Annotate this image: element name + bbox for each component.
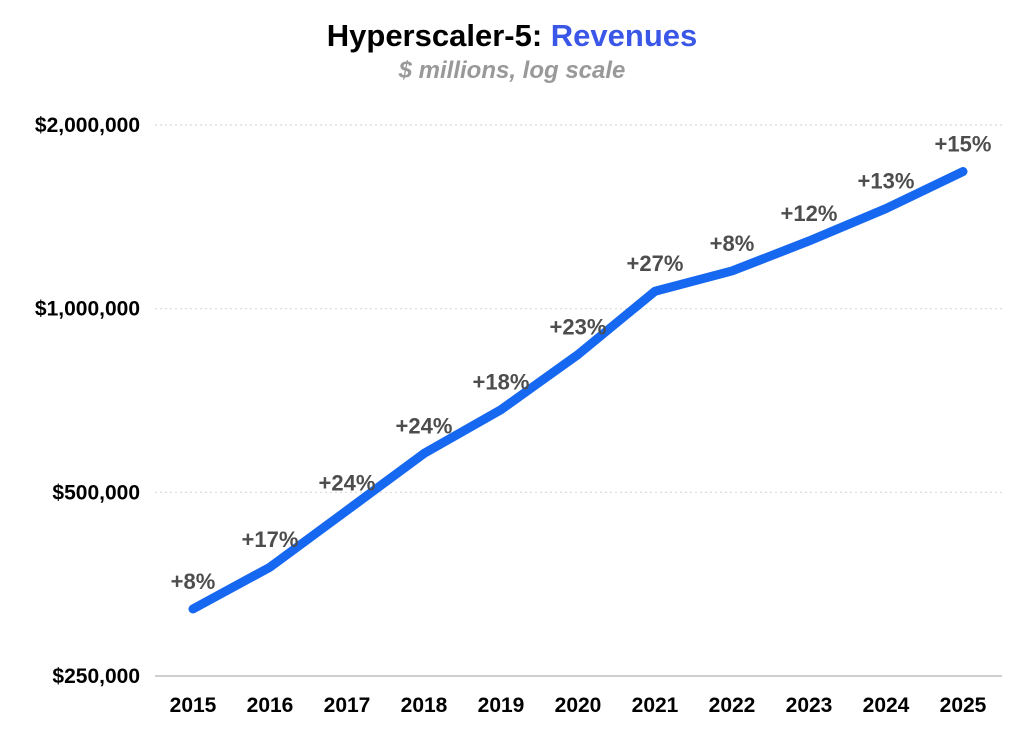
revenue-line [188, 167, 968, 614]
growth-label: +23% [550, 315, 607, 340]
y-tick-label: $1,000,000 [35, 298, 140, 321]
y-tick-label: $500,000 [52, 481, 140, 504]
growth-label: +12% [781, 201, 838, 226]
growth-label: +13% [858, 169, 915, 194]
x-tick-label: 2018 [401, 694, 448, 717]
y-tick-label: $250,000 [52, 665, 140, 688]
x-tick-label: 2022 [709, 694, 756, 717]
page-title: Hyperscaler-5: Revenues [0, 18, 1024, 54]
growth-label: +17% [242, 527, 299, 552]
x-tick-label: 2019 [478, 694, 525, 717]
growth-label: +24% [319, 470, 376, 495]
growth-label: +18% [473, 370, 530, 395]
growth-label: +15% [935, 132, 992, 157]
x-tick-label: 2015 [170, 694, 217, 717]
growth-label: +27% [627, 251, 684, 276]
x-tick-label: 2020 [555, 694, 602, 717]
x-tick-label: 2025 [940, 694, 987, 717]
growth-label: +8% [171, 569, 216, 594]
page-title-accent: Revenues [550, 18, 698, 53]
x-tick-label: 2017 [324, 694, 371, 717]
x-tick-label: 2023 [786, 694, 833, 717]
x-tick-label: 2024 [863, 694, 910, 717]
page-title-prefix: Hyperscaler-5: [326, 18, 543, 53]
x-tick-label: 2016 [247, 694, 294, 717]
y-tick-label: $2,000,000 [35, 114, 140, 137]
growth-label: +24% [396, 413, 453, 438]
growth-label: +8% [710, 231, 755, 256]
x-tick-label: 2021 [632, 694, 679, 717]
chart-subtitle: $ millions, log scale [398, 57, 626, 84]
